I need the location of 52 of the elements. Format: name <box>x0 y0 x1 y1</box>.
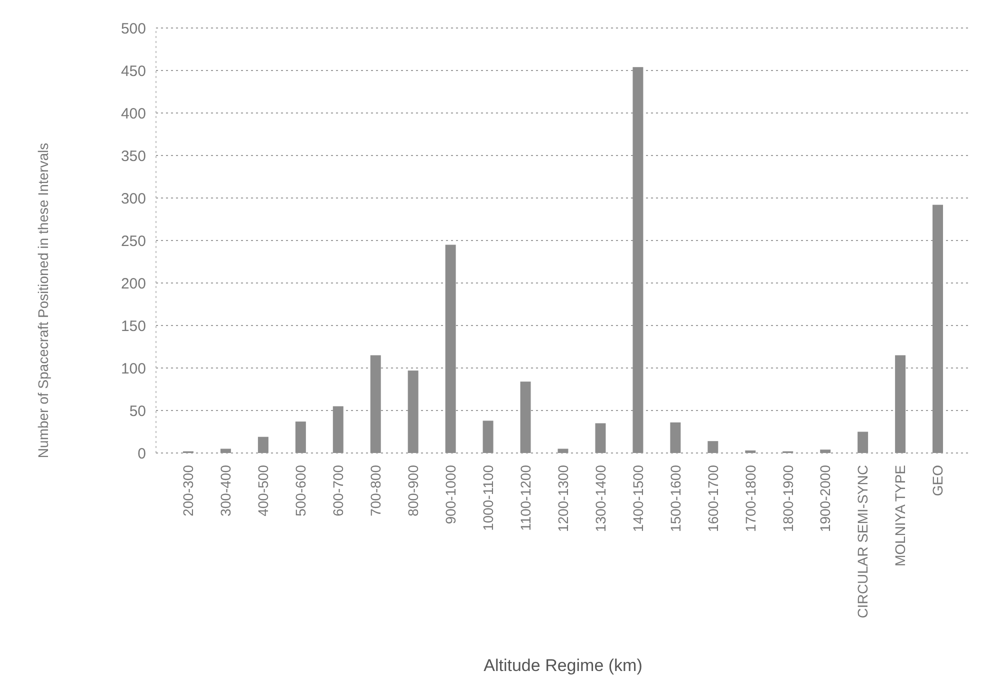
x-tick-label: 300-400 <box>218 464 234 516</box>
bar <box>708 441 718 453</box>
x-tick-label: 1100-1200 <box>517 464 534 531</box>
x-tick-label: CIRCULAR SEMI-SYNC <box>854 465 871 618</box>
x-tick-label: 1900-2000 <box>817 464 834 532</box>
y-tick-label: 50 <box>129 402 146 420</box>
x-tick-label: 400-500 <box>255 464 272 516</box>
x-tick-label: 900-1000 <box>442 464 458 524</box>
x-tick-label: 1200-1300 <box>554 464 571 532</box>
bar <box>295 422 306 453</box>
x-axis-title: Altitude Regime (km) <box>484 656 642 675</box>
bar <box>520 382 531 453</box>
x-tick-label: 1400-1500 <box>630 464 646 532</box>
bar <box>820 450 831 453</box>
y-tick-label: 400 <box>120 105 146 122</box>
bar <box>408 370 418 453</box>
x-tick-label: 1600-1700 <box>704 464 721 532</box>
bar <box>932 204 944 453</box>
x-tick-label: 1300-1400 <box>592 464 608 532</box>
x-tick-label: 500-600 <box>292 464 309 516</box>
y-tick-label: 500 <box>120 20 146 38</box>
x-tick-label: 700-800 <box>368 464 384 516</box>
bar <box>895 355 906 453</box>
bar <box>445 244 456 453</box>
x-tick-label: 800-900 <box>404 464 421 516</box>
bar <box>370 355 381 453</box>
bar <box>258 436 268 453</box>
bar <box>670 422 681 453</box>
x-tick-label: 1800-1900 <box>780 464 796 532</box>
y-tick-label: 450 <box>120 62 146 80</box>
x-tick-label: 1000-1100 <box>480 464 496 531</box>
y-axis-title: Number of Spacecraft Positioned in these Intervals <box>35 142 51 458</box>
bar <box>632 67 644 453</box>
x-tick-label: 1700-1800 <box>742 464 758 532</box>
y-tick-label: 250 <box>120 232 146 250</box>
x-tick-label: 1500-1600 <box>667 464 684 532</box>
y-tick-label: 0 <box>138 445 146 462</box>
bar <box>220 448 231 453</box>
bar <box>595 423 606 453</box>
x-tick-label: 600-700 <box>330 464 346 516</box>
y-tick-label: 150 <box>120 318 146 335</box>
x-tick-label: MOLNIYA TYPE <box>892 465 908 566</box>
y-tick-label: 300 <box>120 190 146 208</box>
x-tick-label: 200-300 <box>180 464 196 516</box>
x-tick-label: GEO <box>930 464 946 496</box>
bar <box>482 420 494 453</box>
y-tick-label: 200 <box>120 275 146 292</box>
bar <box>858 432 868 453</box>
y-tick-label: 350 <box>120 148 146 165</box>
bar <box>332 406 344 453</box>
y-tick-label: 100 <box>120 360 146 378</box>
bar <box>745 450 756 453</box>
